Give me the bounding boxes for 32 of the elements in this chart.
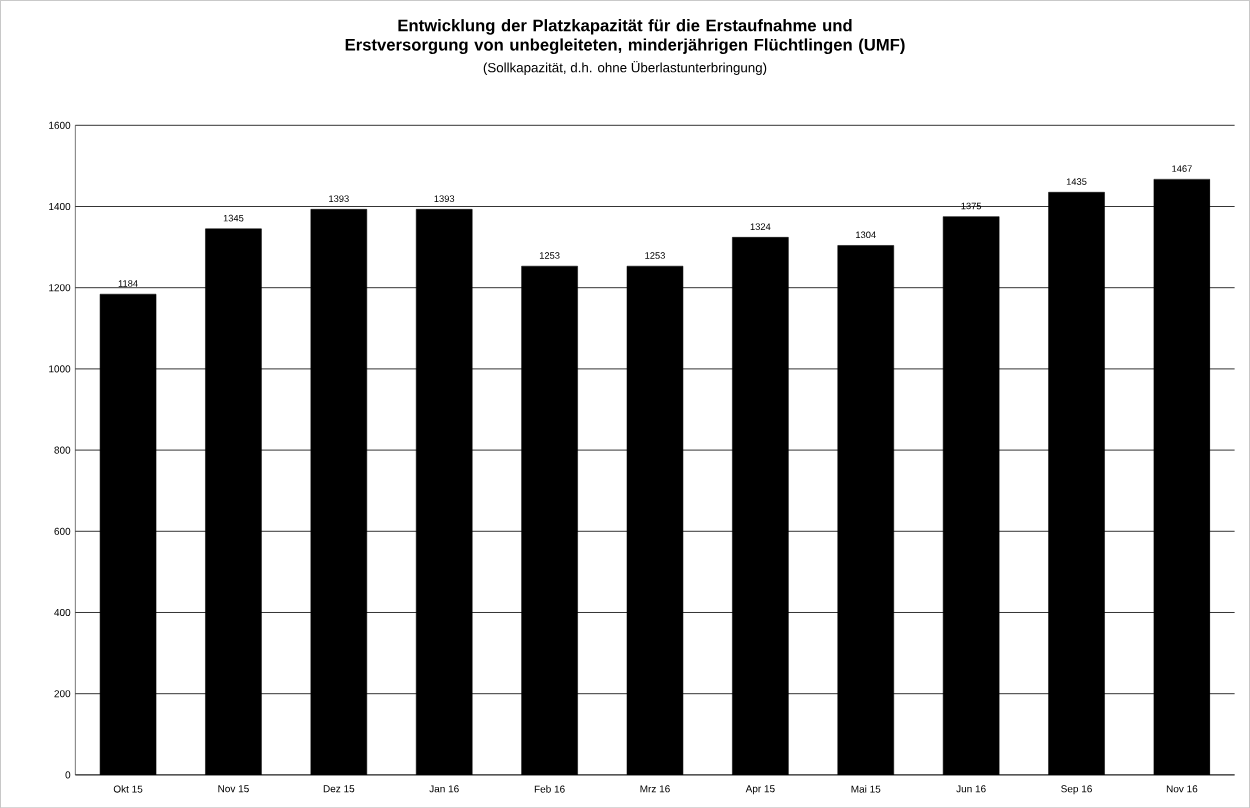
y-tick-label: 800 <box>54 446 71 454</box>
y-tick-label: 400 <box>54 608 71 616</box>
x-tick-label: Nov 15 <box>218 785 249 793</box>
data-label: 1304 <box>856 231 876 238</box>
data-label: 1253 <box>645 252 665 259</box>
y-tick-label: 200 <box>54 690 71 698</box>
data-label: 1345 <box>223 214 244 222</box>
x-tick-label: Apr 15 <box>745 785 775 795</box>
x-tick-label: Jan 16 <box>429 785 459 793</box>
x-tick-label: Okt 15 <box>113 785 143 793</box>
x-tick-label: Feb 16 <box>534 785 565 793</box>
chart-subtitle: (Sollkapazität, d.h. ohne Überlastunterbringung) <box>483 60 767 75</box>
data-label: 1393 <box>329 195 349 202</box>
x-tick-label: Jun 16 <box>956 785 986 793</box>
data-label: 1393 <box>434 195 455 202</box>
data-label: 1184 <box>118 280 138 287</box>
y-tick-label: 1200 <box>49 284 71 292</box>
y-tick-label: 1400 <box>49 202 71 210</box>
x-tick-label: Nov 16 <box>1166 785 1198 793</box>
x-tick-label: Sep 16 <box>1061 785 1092 795</box>
data-label: 1435 <box>1066 178 1087 185</box>
y-tick-label: 1600 <box>49 121 71 129</box>
y-tick-label: 1000 <box>49 365 71 373</box>
x-tick-label: Mrz 16 <box>640 785 670 793</box>
y-tick-label: 600 <box>54 527 71 535</box>
y-tick-label: 0 <box>65 771 71 779</box>
chart-title: Entwicklung der Platzkapazität für die Erstaufnahme und Erstversorgung von unbegleiteten, minderjährigen Flüchtlingen (UMF) <box>345 18 905 54</box>
x-tick-label: Mai 15 <box>851 785 881 793</box>
data-label: 1324 <box>750 223 771 230</box>
data-label: 1253 <box>539 252 560 259</box>
x-tick-label: Dez 15 <box>323 785 355 793</box>
data-label: 1467 <box>1172 165 1192 172</box>
